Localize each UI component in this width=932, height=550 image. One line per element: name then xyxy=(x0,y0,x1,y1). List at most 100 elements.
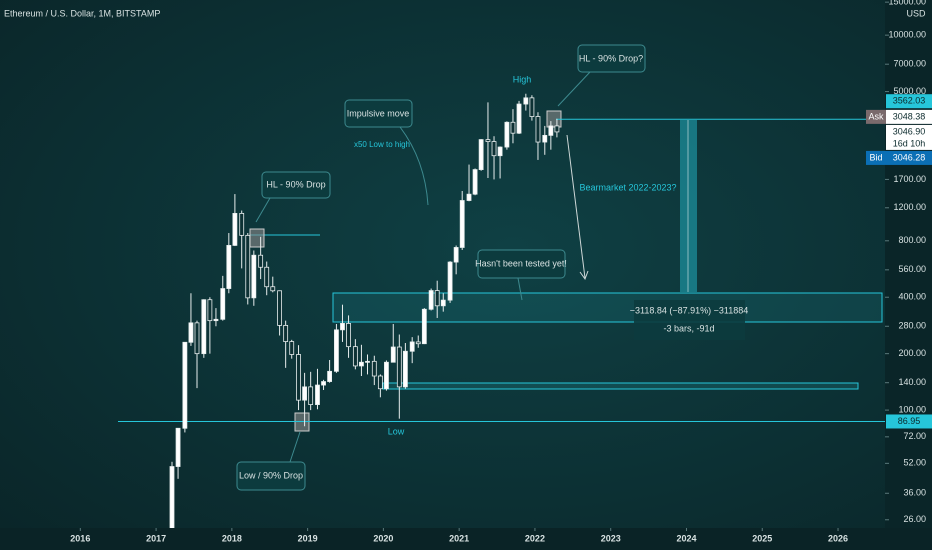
candle-body xyxy=(447,261,453,301)
y-tick-label: 280.00 xyxy=(898,321,926,331)
measure-label: -3 bars, -91d xyxy=(663,323,714,333)
candle-body xyxy=(334,329,339,372)
support-zone xyxy=(382,382,859,390)
x-tick-label: 2019 xyxy=(298,533,318,543)
annotation: Low xyxy=(388,426,405,436)
candle-body xyxy=(213,318,219,322)
callout-pointer xyxy=(255,197,271,223)
candle-body xyxy=(302,386,307,401)
candle-body xyxy=(478,139,484,170)
y-tick-label: 7000.00 xyxy=(893,59,926,69)
candle-body xyxy=(251,254,257,299)
candle-body xyxy=(169,466,175,528)
candle-body xyxy=(258,254,264,268)
arrow xyxy=(566,134,586,279)
candle-body xyxy=(516,103,522,134)
candle-body xyxy=(428,290,434,310)
candle-body xyxy=(402,350,408,388)
y-tick-label: 72.00 xyxy=(903,431,926,441)
candle-body xyxy=(340,323,345,331)
annotation: High xyxy=(513,74,532,84)
candle-body xyxy=(194,322,200,355)
candle-body xyxy=(409,341,415,352)
marker xyxy=(249,228,265,248)
candle-body xyxy=(239,212,245,236)
price-tag xyxy=(886,109,932,124)
candle-body xyxy=(308,386,314,405)
candle-body xyxy=(201,299,207,355)
price-tag-label: 86.95 xyxy=(898,416,921,426)
callout-pointer xyxy=(289,431,301,463)
candle-body xyxy=(220,288,226,320)
candle-body xyxy=(529,97,535,117)
candle-body xyxy=(226,244,232,289)
price-tag-label: 3562.03 xyxy=(893,96,926,106)
candle-body xyxy=(371,360,377,377)
y-tick-label: 52.00 xyxy=(903,458,926,468)
countdown-bg xyxy=(886,137,932,150)
candle-body xyxy=(390,346,396,363)
candle-body xyxy=(283,324,289,342)
y-tick-label: 1700.00 xyxy=(893,174,926,184)
candle-body xyxy=(352,346,358,367)
price-tag-side-label: Ask xyxy=(868,111,884,121)
plot xyxy=(118,93,885,528)
price-tag xyxy=(886,150,932,165)
candle-body xyxy=(497,146,503,157)
candle-body xyxy=(264,266,270,288)
candle-body xyxy=(277,290,282,326)
y-tick-label: 140.00 xyxy=(898,377,926,387)
x-tick-label: 2026 xyxy=(828,533,848,543)
time-axis xyxy=(0,528,932,550)
candle-body xyxy=(377,375,383,390)
x-tick-label: 2021 xyxy=(449,533,469,543)
candle-body xyxy=(270,286,276,292)
price-axis xyxy=(885,0,932,528)
candle-body xyxy=(459,200,465,248)
y-tick-label: 400.00 xyxy=(898,292,926,302)
candle-body xyxy=(548,125,554,136)
candle-body xyxy=(453,247,459,263)
measure-box xyxy=(634,300,745,340)
annotation-texts: High Low HL - 90% Drop? Impulsive move x… xyxy=(239,53,748,480)
candle-body xyxy=(535,116,541,143)
candle-body xyxy=(188,322,194,343)
candle-body xyxy=(415,341,421,345)
candle-body xyxy=(245,234,251,299)
candle-body xyxy=(321,381,326,386)
candle-body xyxy=(421,308,427,345)
candle-body xyxy=(554,125,560,133)
callout-pointer xyxy=(557,71,591,107)
x-tick-label: 2024 xyxy=(676,533,696,543)
y-tick-label: 200.00 xyxy=(898,348,926,358)
candle-body xyxy=(327,370,333,382)
y-tick-label: 15000.00 xyxy=(888,0,926,7)
y-tick-label: 26.00 xyxy=(903,514,926,524)
candle-body xyxy=(472,169,478,195)
y-tick-label: 10000.00 xyxy=(888,30,926,40)
measure-label: −3118.84 (−87.91%) −311884 xyxy=(630,305,749,315)
x-tick-label: 2018 xyxy=(222,533,242,543)
y-tick-label: 560.00 xyxy=(898,264,926,274)
callout-pointer xyxy=(399,126,429,206)
candle-body xyxy=(396,346,402,388)
price-tag xyxy=(886,94,932,109)
candle-body xyxy=(542,134,548,143)
price-tag xyxy=(886,124,932,139)
candle-body xyxy=(466,193,472,201)
candle-body xyxy=(523,97,529,105)
price-tag-side-label: Bid xyxy=(869,152,882,162)
candle-body xyxy=(207,299,213,322)
annotation: Impulsive move xyxy=(347,108,410,118)
annotation: HL - 90% Drop? xyxy=(579,53,643,63)
candle-body xyxy=(175,427,181,467)
y-tick-label: 36.00 xyxy=(903,488,926,498)
callout xyxy=(344,99,413,128)
callout xyxy=(577,44,646,73)
price-tag-label: 3048.38 xyxy=(893,111,926,121)
x-tick-label: 2016 xyxy=(70,533,90,543)
x-tick-label: 2017 xyxy=(146,533,166,543)
x-tick-label: 2023 xyxy=(601,533,621,543)
